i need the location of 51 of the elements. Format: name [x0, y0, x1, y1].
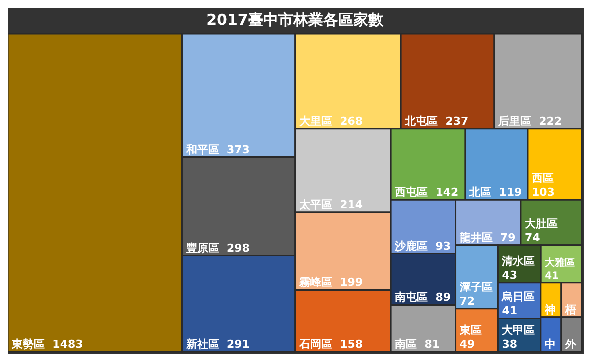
data-label: 1483 [52, 338, 84, 351]
data-label: 93 [436, 240, 452, 253]
category-label: 后里區 [497, 114, 532, 128]
category-label: 北區 [468, 186, 492, 200]
data-label: 291 [226, 338, 250, 351]
data-label: 373 [226, 143, 250, 156]
data-label: 199 [340, 276, 364, 290]
category-label: 中 [544, 338, 556, 351]
data-label: 237 [446, 114, 469, 128]
category-label: 霧峰區 [298, 276, 332, 290]
data-label: 158 [340, 338, 364, 351]
category-label: 梧 [564, 303, 576, 316]
category-label: 大肚區 [524, 217, 558, 230]
data-label: 74 [524, 231, 541, 244]
category-label: 和平區 [185, 143, 220, 156]
category-label: 新社區 [185, 338, 220, 351]
category-label: 沙鹿區 [394, 240, 428, 253]
data-label: 49 [460, 338, 476, 351]
data-label: 38 [502, 338, 518, 351]
category-label: 大甲區 [502, 324, 536, 337]
data-label: 79 [500, 231, 516, 244]
category-label: 石岡區 [298, 338, 332, 351]
data-label: 89 [436, 291, 452, 304]
category-label: 外 [564, 338, 578, 351]
data-label: 298 [226, 242, 250, 255]
category-label: 大雅區 [544, 256, 576, 269]
data-label: 222 [539, 114, 562, 128]
data-label: 268 [340, 114, 364, 128]
category-label: 南屯區 [394, 291, 428, 304]
data-label: 41 [502, 304, 518, 318]
category-label: 大里區 [299, 114, 332, 128]
category-label: 東勢區 [11, 338, 45, 351]
category-label: 南區 [394, 338, 418, 351]
data-label: 119 [499, 186, 522, 200]
category-label: 豐原區 [186, 242, 220, 255]
data-label: 41 [545, 270, 560, 282]
category-label: 北屯區 [404, 114, 438, 128]
category-label: 西屯區 [394, 186, 428, 200]
category-label: 烏日區 [501, 290, 536, 304]
category-label: 神 [544, 303, 556, 316]
data-label: 142 [436, 186, 459, 200]
data-label: 43 [502, 268, 518, 282]
category-label: 西區 [530, 172, 554, 186]
category-label: 東區 [458, 324, 482, 337]
data-label: 103 [532, 186, 555, 200]
category-label: 龍井區 [458, 231, 493, 244]
data-label: 81 [424, 338, 440, 351]
data-label: 72 [460, 294, 476, 308]
category-label: 潭子區 [458, 280, 493, 294]
category-label: 清水區 [501, 254, 536, 268]
text: 2017臺中市林業各區家數 [206, 10, 384, 29]
